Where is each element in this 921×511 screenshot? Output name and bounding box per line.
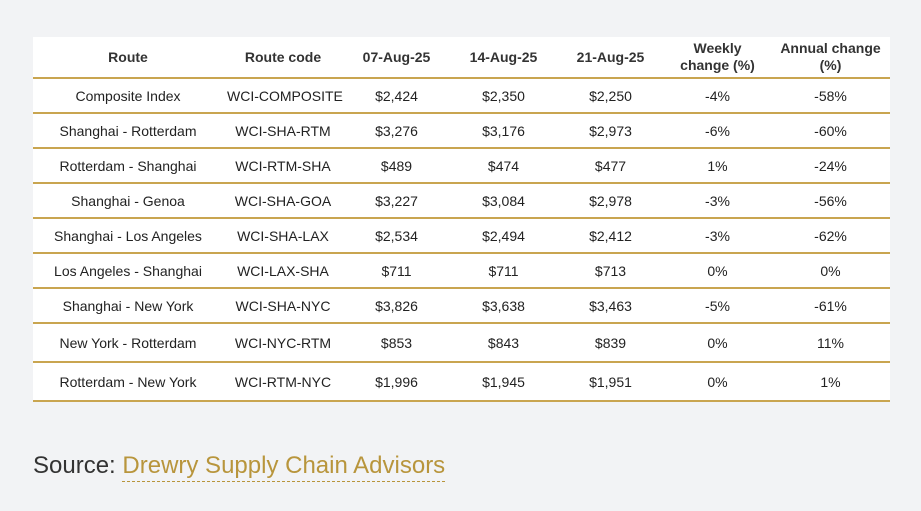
cell-weekly-change: 1%	[664, 148, 771, 184]
cell-rate: $1,945	[450, 362, 557, 402]
table-header-row: Route Route code 07-Aug-25 14-Aug-25 21-…	[33, 37, 890, 79]
cell-route: Shanghai - Genoa	[33, 183, 223, 219]
cell-route: Shanghai - New York	[33, 288, 223, 324]
cell-route-code: WCI-LAX-SHA	[223, 253, 343, 289]
source-prefix: Source:	[33, 452, 123, 479]
cell-route: Rotterdam - Shanghai	[33, 148, 223, 184]
cell-route-code: WCI-SHA-GOA	[223, 183, 343, 219]
cell-rate: $3,638	[450, 288, 557, 324]
cell-rate: $2,978	[557, 183, 664, 219]
column-header-21-aug-25: 21-Aug-25	[557, 37, 664, 79]
cell-route: Los Angeles - Shanghai	[33, 253, 223, 289]
column-header-14-aug-25: 14-Aug-25	[450, 37, 557, 79]
cell-weekly-change: -4%	[664, 78, 771, 114]
column-header-route-code: Route code	[223, 37, 343, 79]
table-row: Shanghai - New York WCI-SHA-NYC $3,826 $…	[33, 288, 890, 324]
cell-rate: $3,227	[343, 183, 450, 219]
cell-annual-change: -24%	[771, 148, 890, 184]
cell-rate: $839	[557, 323, 664, 363]
cell-annual-change: 11%	[771, 323, 890, 363]
cell-route: Rotterdam - New York	[33, 362, 223, 402]
cell-rate: $3,276	[343, 113, 450, 149]
cell-rate: $3,826	[343, 288, 450, 324]
source-credit: Source: Drewry Supply Chain Advisors	[33, 452, 446, 482]
table-row: Los Angeles - Shanghai WCI-LAX-SHA $711 …	[33, 253, 890, 289]
cell-weekly-change: -6%	[664, 113, 771, 149]
cell-route: New York - Rotterdam	[33, 323, 223, 363]
cell-rate: $474	[450, 148, 557, 184]
cell-annual-change: -60%	[771, 113, 890, 149]
table-row: Rotterdam - Shanghai WCI-RTM-SHA $489 $4…	[33, 148, 890, 184]
cell-rate: $3,084	[450, 183, 557, 219]
cell-rate: $853	[343, 323, 450, 363]
cell-rate: $711	[450, 253, 557, 289]
cell-rate: $713	[557, 253, 664, 289]
freight-rate-table-card: Route Route code 07-Aug-25 14-Aug-25 21-…	[33, 37, 890, 402]
cell-rate: $711	[343, 253, 450, 289]
cell-weekly-change: -3%	[664, 183, 771, 219]
cell-route: Composite Index	[33, 78, 223, 114]
column-header-07-aug-25: 07-Aug-25	[343, 37, 450, 79]
table-row: Composite Index WCI-COMPOSITE $2,424 $2,…	[33, 78, 890, 114]
cell-route: Shanghai - Rotterdam	[33, 113, 223, 149]
cell-rate: $3,176	[450, 113, 557, 149]
cell-rate: $2,250	[557, 78, 664, 114]
cell-rate: $1,996	[343, 362, 450, 402]
table-row: New York - Rotterdam WCI-NYC-RTM $853 $8…	[33, 323, 890, 363]
cell-rate: $2,534	[343, 218, 450, 254]
cell-route-code: WCI-SHA-LAX	[223, 218, 343, 254]
cell-weekly-change: -3%	[664, 218, 771, 254]
table-row: Rotterdam - New York WCI-RTM-NYC $1,996 …	[33, 362, 890, 402]
cell-annual-change: 1%	[771, 362, 890, 402]
cell-route: Shanghai - Los Angeles	[33, 218, 223, 254]
cell-route-code: WCI-SHA-RTM	[223, 113, 343, 149]
cell-annual-change: -61%	[771, 288, 890, 324]
cell-route-code: WCI-RTM-NYC	[223, 362, 343, 402]
cell-weekly-change: -5%	[664, 288, 771, 324]
cell-annual-change: 0%	[771, 253, 890, 289]
cell-rate: $843	[450, 323, 557, 363]
cell-rate: $2,412	[557, 218, 664, 254]
cell-route-code: WCI-RTM-SHA	[223, 148, 343, 184]
column-header-route: Route	[33, 37, 223, 79]
cell-weekly-change: 0%	[664, 323, 771, 363]
column-header-weekly-change: Weekly change (%)	[664, 37, 771, 79]
cell-annual-change: -56%	[771, 183, 890, 219]
cell-rate: $2,350	[450, 78, 557, 114]
cell-rate: $1,951	[557, 362, 664, 402]
cell-rate: $2,424	[343, 78, 450, 114]
source-link[interactable]: Drewry Supply Chain Advisors	[122, 452, 446, 482]
cell-rate: $3,463	[557, 288, 664, 324]
cell-weekly-change: 0%	[664, 362, 771, 402]
column-header-annual-change: Annual change (%)	[771, 37, 890, 79]
cell-route-code: WCI-NYC-RTM	[223, 323, 343, 363]
table-row: Shanghai - Genoa WCI-SHA-GOA $3,227 $3,0…	[33, 183, 890, 219]
cell-annual-change: -58%	[771, 78, 890, 114]
table-row: Shanghai - Los Angeles WCI-SHA-LAX $2,53…	[33, 218, 890, 254]
cell-rate: $489	[343, 148, 450, 184]
cell-annual-change: -62%	[771, 218, 890, 254]
table-row: Shanghai - Rotterdam WCI-SHA-RTM $3,276 …	[33, 113, 890, 149]
cell-route-code: WCI-SHA-NYC	[223, 288, 343, 324]
cell-weekly-change: 0%	[664, 253, 771, 289]
cell-rate: $2,494	[450, 218, 557, 254]
freight-rate-table: Route Route code 07-Aug-25 14-Aug-25 21-…	[33, 37, 890, 402]
cell-rate: $2,973	[557, 113, 664, 149]
cell-rate: $477	[557, 148, 664, 184]
cell-route-code: WCI-COMPOSITE	[223, 78, 343, 114]
